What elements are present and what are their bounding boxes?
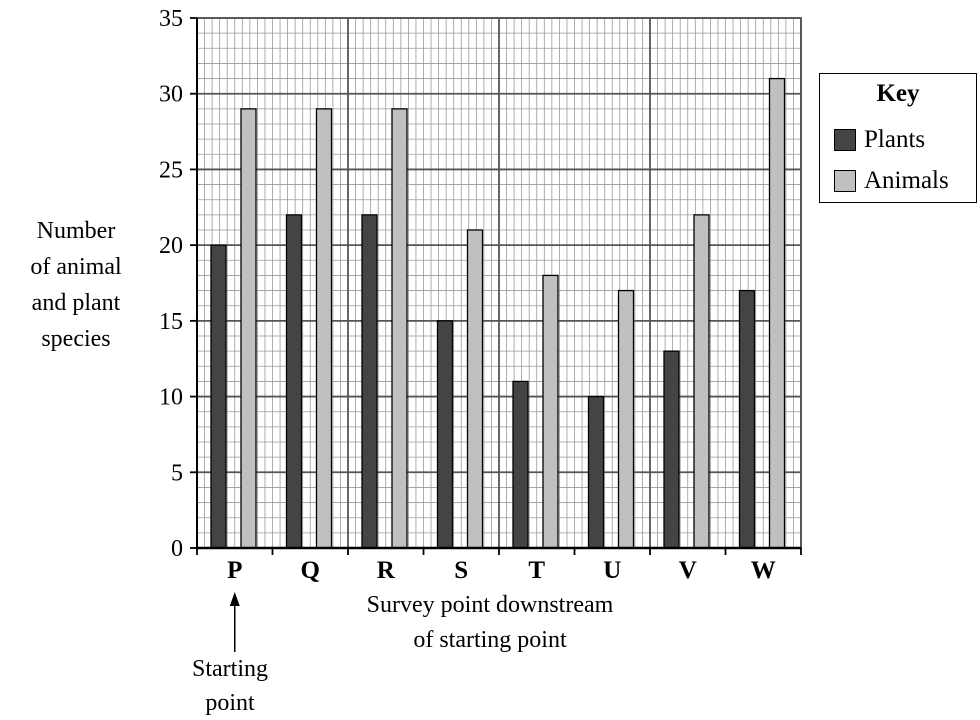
legend-title: Key <box>876 80 920 107</box>
legend-item-animals: Animals <box>834 167 949 195</box>
annotation-arrow-head <box>229 592 240 606</box>
bar-plants-V <box>663 350 680 549</box>
bar-plants-P <box>210 244 227 549</box>
y-axis-label-line-2: of animal <box>30 254 122 280</box>
bar-animals-S <box>466 229 484 549</box>
starting-point-annotation: Starting point <box>150 652 310 720</box>
bar-animals-R <box>391 108 408 549</box>
x-tick-label-Q: Q <box>301 557 320 584</box>
bar-animals-P <box>240 108 257 549</box>
bar-animals-W <box>768 77 786 549</box>
bar-plants-Q <box>285 214 303 549</box>
y-tick-label: 10 <box>159 385 183 411</box>
bar-plants-R <box>361 214 378 549</box>
bar-plants-W <box>738 289 756 549</box>
x-tick-label-V: V <box>679 557 697 584</box>
y-axis-label-line-3: and plant <box>31 290 121 316</box>
bar-animals-U <box>617 289 635 549</box>
bar-plants-U <box>587 395 605 549</box>
x-tick-label-T: T <box>528 557 545 584</box>
legend-swatch-animals <box>834 170 856 192</box>
y-tick-label: 5 <box>171 460 183 486</box>
bar-plants-T <box>512 380 529 549</box>
y-tick-label: 35 <box>159 6 183 32</box>
x-tick-label-P: P <box>227 557 242 584</box>
bar-animals-V <box>693 214 710 549</box>
bar-animals-T <box>542 274 559 549</box>
y-tick-label: 15 <box>159 309 183 335</box>
legend: Key Plants Animals <box>819 73 977 203</box>
y-tick-label: 30 <box>159 82 183 108</box>
x-axis-label: Survey point downstream of starting poin… <box>300 588 680 658</box>
y-axis-label-line-1: Number <box>36 218 116 244</box>
bar-animals-Q <box>315 108 333 549</box>
legend-swatch-plants <box>834 129 856 151</box>
x-tick-label-W: W <box>751 557 776 584</box>
y-tick-label: 25 <box>159 157 183 183</box>
legend-label-plants: Plants <box>864 126 926 153</box>
x-tick-label-R: R <box>377 557 396 584</box>
y-tick-label: 0 <box>171 536 183 562</box>
annotation-line-2: point <box>205 690 255 716</box>
legend-item-plants: Plants <box>834 126 925 154</box>
y-tick-label: 20 <box>159 233 183 259</box>
y-axis-label: Number of animal and plant species <box>0 213 152 357</box>
bar-plants-S <box>436 320 454 549</box>
annotation-line-1: Starting <box>192 656 268 682</box>
x-axis-label-line-2: of starting point <box>413 627 567 653</box>
x-tick-label-U: U <box>603 557 621 584</box>
y-axis-label-line-4: species <box>41 326 111 352</box>
legend-label-animals: Animals <box>864 167 949 194</box>
x-axis-label-line-1: Survey point downstream <box>366 592 614 618</box>
x-tick-label-S: S <box>454 557 468 584</box>
